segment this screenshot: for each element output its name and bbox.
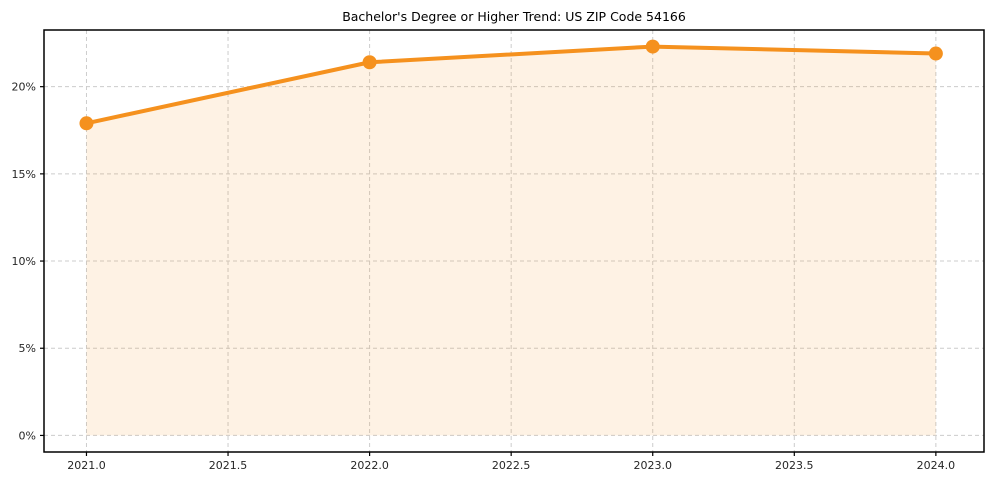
x-tick-label: 2021.0 xyxy=(67,459,106,472)
x-tick-label: 2023.5 xyxy=(775,459,814,472)
x-tick-label: 2022.0 xyxy=(350,459,389,472)
area-fill xyxy=(86,46,936,436)
tick-layer xyxy=(40,86,937,456)
grid-layer xyxy=(44,30,984,452)
plot-border xyxy=(43,29,985,453)
y-tick-label: 0% xyxy=(19,429,36,442)
line-series-layer xyxy=(84,44,938,126)
x-tick-label: 2021.5 xyxy=(209,459,248,472)
x-tick-label: 2022.5 xyxy=(492,459,531,472)
tick-label-layer: 2021.0 2021.5 2022.0 2022.5 2023.0 2023.5 2024… xyxy=(12,81,956,472)
x-tick-label: 2023.0 xyxy=(633,459,672,472)
marker-layer xyxy=(79,39,943,131)
data-point-marker xyxy=(645,39,660,54)
y-tick-label: 5% xyxy=(19,342,36,355)
x-tick-label: 2024.0 xyxy=(917,459,956,472)
axes-layer xyxy=(43,29,985,453)
trend-line xyxy=(84,44,938,126)
data-point-marker xyxy=(79,116,94,131)
y-tick-label: 10% xyxy=(12,255,36,268)
data-point-marker xyxy=(928,46,943,61)
y-tick-label: 20% xyxy=(12,81,36,94)
data-point-marker xyxy=(362,55,377,70)
y-tick-label: 15% xyxy=(12,168,36,181)
area-fill-layer xyxy=(86,46,936,436)
chart-title: Bachelor's Degree or Higher Trend: US ZI… xyxy=(342,9,686,24)
